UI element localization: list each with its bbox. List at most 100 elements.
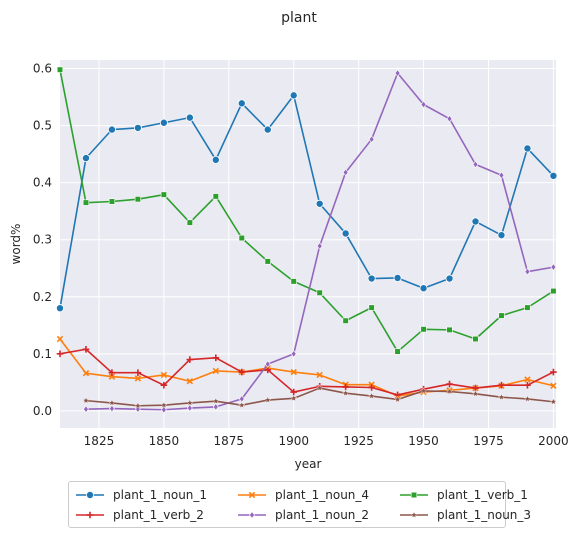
plant_1_noun_1-line xyxy=(59,94,554,309)
plant_1_noun_1-point xyxy=(56,304,65,313)
legend-item-plant_1_noun_1: plant_1_noun_1 xyxy=(75,485,237,505)
legend-label: plant_1_noun_3 xyxy=(437,508,532,522)
plant_1_noun_4-point xyxy=(550,382,557,389)
plant_1_noun_2-point xyxy=(498,171,505,180)
plant_1_verb_2-point xyxy=(524,381,531,389)
legend-label: plant_1_noun_2 xyxy=(275,508,370,522)
x-tick-label: 1925 xyxy=(343,434,374,448)
plant_1_verb_1-point xyxy=(134,196,142,203)
legend-label: plant_1_noun_1 xyxy=(113,488,208,502)
legend-swatch xyxy=(400,511,428,519)
plant_1_noun_2-point xyxy=(420,100,427,109)
plant_1_noun_3-point xyxy=(186,399,194,406)
plant_1_verb_1-point xyxy=(420,326,427,333)
legend-item-plant_1_noun_3: plant_1_noun_3 xyxy=(399,505,531,525)
plant_1_noun_3-point xyxy=(367,392,376,400)
plant_1_verb_1-point xyxy=(368,304,375,311)
plant_1_noun_1-point xyxy=(237,99,246,108)
x-tick-label: 1825 xyxy=(84,434,115,448)
plant_1_noun_2-point xyxy=(446,114,453,123)
plant_1_noun_1-point xyxy=(185,113,194,122)
plant_1_verb_2-point xyxy=(134,369,142,376)
legend-item-plant_1_verb_2: plant_1_verb_2 xyxy=(75,505,237,525)
legend-item-plant_1_noun_4: plant_1_noun_4 xyxy=(237,485,399,505)
plant_1_verb_1-point xyxy=(264,258,271,265)
plant_1_noun_1-point xyxy=(497,231,506,240)
plant_1_noun_2-point xyxy=(472,160,479,169)
x-tick-label: 1900 xyxy=(278,434,309,448)
plant_1_noun_4-point xyxy=(212,367,220,375)
plant_1_verb_2-point xyxy=(212,354,220,362)
plant_1_verb_1-point xyxy=(394,348,401,355)
plant_1_verb_1-point xyxy=(212,193,219,200)
plant_1_verb_2-point xyxy=(186,356,194,363)
tick-labels: 1825 1850 1875 1900 1925 1950 1975 2000 0.0 0.1 0.… xyxy=(33,62,569,448)
plant_1_noun_4-point xyxy=(134,375,142,382)
plant_1_verb_2-point xyxy=(368,384,375,391)
plant_1_verb_2-point xyxy=(82,345,90,353)
series-layer xyxy=(56,66,558,414)
plant_1_noun_2-point xyxy=(109,404,115,413)
plant_1_verb_1-point xyxy=(316,289,323,296)
plant_1_verb_2-point xyxy=(498,381,505,389)
y-tick-label: 0.6 xyxy=(33,62,52,76)
plant_1_noun_1-point xyxy=(263,125,272,134)
x-axis-label: year xyxy=(295,457,322,471)
plant_1_noun_3-point xyxy=(523,395,532,402)
plant_1_noun_4-point xyxy=(316,371,323,379)
plant_1_verb_1-point xyxy=(108,198,116,205)
plant_1_noun_2-point xyxy=(186,404,193,412)
plant_1_verb_1-point xyxy=(160,191,167,198)
plant_1_noun_3-point xyxy=(108,399,116,406)
plant_1_noun_3-point xyxy=(342,389,350,397)
plant_1_noun_2-point xyxy=(368,135,375,144)
plant_1_noun_3-point xyxy=(238,401,246,409)
plant_1_noun_3-point xyxy=(160,401,168,409)
plant_1_verb_2-series xyxy=(56,345,557,399)
plant_1_noun_1-point xyxy=(341,229,350,238)
plant_1_noun_2-point xyxy=(316,242,323,250)
plant_1_verb_1-point xyxy=(550,287,557,295)
legend-item-plant_1_noun_2: plant_1_noun_2 xyxy=(237,505,399,525)
plant_1_verb_1-point xyxy=(56,66,64,73)
plant_1_noun_2-series xyxy=(83,69,557,414)
plant_1_noun_3-point xyxy=(316,384,324,392)
chart-title: plant xyxy=(281,10,317,26)
plant_1_noun_1-point xyxy=(393,273,402,282)
plant_1_noun_2-point xyxy=(161,405,167,414)
plant_1_noun_3-point xyxy=(445,387,454,395)
legend-label: plant_1_noun_4 xyxy=(275,488,370,502)
plant_1_verb_1-point xyxy=(342,317,349,324)
plant_1_verb_2-point xyxy=(160,381,168,389)
plant_1_noun_3-point xyxy=(264,396,272,404)
y-tick-label: 0.3 xyxy=(33,233,52,247)
plant_1_noun_1-point xyxy=(367,274,376,283)
legend-swatch xyxy=(76,491,104,499)
plant_1_noun_3-point xyxy=(419,387,428,395)
plant_1_noun_2-point xyxy=(550,263,557,271)
plant_1_noun_3-point xyxy=(212,397,220,405)
x-tick-label: 1950 xyxy=(408,434,439,448)
plant_1_verb_1-point xyxy=(290,278,297,285)
plant_1_verb_2-point xyxy=(238,368,246,376)
plant_1_verb_1-series xyxy=(56,66,557,355)
plant_1_noun_3-series xyxy=(82,384,558,409)
legend-swatch xyxy=(76,511,104,519)
plant_1_noun_4-point xyxy=(290,368,297,376)
plant_1_noun_1-point xyxy=(471,217,480,226)
plant_1_noun_3-point xyxy=(393,395,402,403)
plant_1_verb_2-point xyxy=(550,368,557,376)
legend-label: plant_1_verb_1 xyxy=(437,488,528,502)
plant_1_noun_1-point xyxy=(289,91,298,100)
plant_1_noun_3-point xyxy=(549,397,558,405)
plant_1_verb_1-point xyxy=(472,335,479,343)
plant_1_noun_2-point xyxy=(212,403,219,411)
plant_1_verb_1-point xyxy=(498,312,505,319)
plant_1_noun_2-point xyxy=(290,350,297,358)
plant_1_noun_1-point xyxy=(107,125,116,134)
y-axis-label: word% xyxy=(9,224,23,265)
plant_1_verb_1-point xyxy=(524,304,531,311)
plant_1_verb_1-point xyxy=(238,234,245,242)
plant_1_verb_2-line xyxy=(59,348,554,396)
legend-swatch xyxy=(238,491,266,499)
